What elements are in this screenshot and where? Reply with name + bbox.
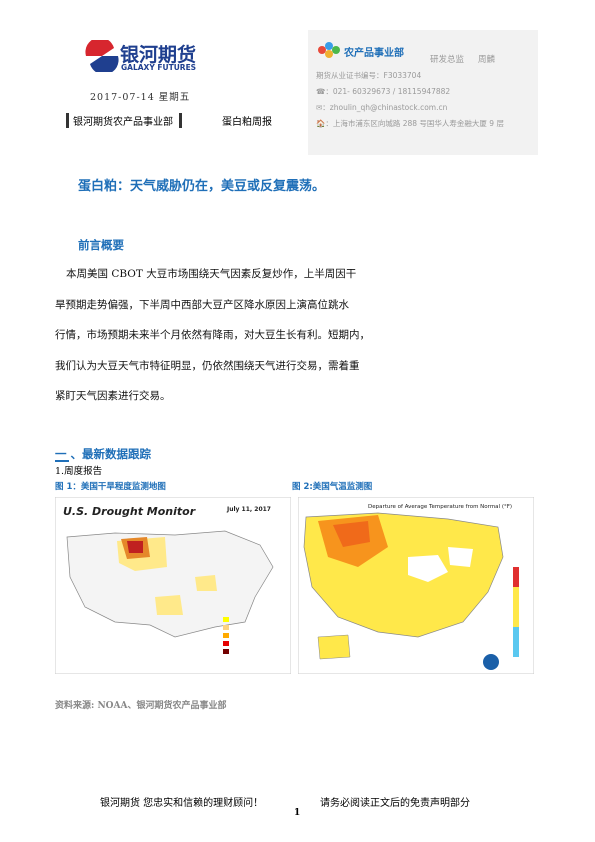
temperature-map: Departure of Average Temperature from No… [298,497,534,674]
summary-line: 行情，市场预期未来半个月依然有降雨，对大豆生长有利。短期内， [55,329,370,341]
fig1-caption: 图 1：美国干旱程度监测地图 [55,482,166,492]
license: 期货从业证书编号：F3033704 [316,71,422,80]
page-number: 1 [294,808,301,818]
role: 研发总监 [430,55,465,65]
analyst-name: 周麟 [478,55,496,65]
heading-underline [55,460,69,462]
footer-left: 银河期货 您忠实和信赖的理财顾问！ [100,798,264,809]
summary-line: 旱预期走势偏强，下半周中西部大豆产区降水原因上演高位跳水 [55,298,349,311]
section-heading: 一 、最新数据跟踪 [55,447,152,461]
map-date: July 11, 2017 [226,506,271,513]
logo-en: GALAXY FUTURES [121,63,197,72]
contact-box [308,30,538,155]
department: 银河期货农产品事业部 [66,113,182,128]
address: 🏠：上海市浦东区向城路 288 号国华人寿金融大厦 9 层 [316,119,504,128]
date: 2017-07-14 星期五 [90,92,191,103]
report-title: 蛋白粕：天气威胁仍在，美豆或反复震荡。 [78,179,326,194]
report-name: 蛋白粕周报 [222,117,272,128]
summary-line: 本周美国 CBOT 大豆市场围绕天气因素反复炒作，上半周因干 [66,268,357,280]
fig2-caption: 图 2:美国气温监测图 [292,482,373,492]
map-title: Departure of Average Temperature from No… [368,504,512,510]
summary-heading: 前言概要 [78,238,124,252]
summary-line: 我们认为大豆天气市特征明显，仍依然围绕天气进行交易，需着重 [55,359,360,372]
source: 资料来源: NOAA、银河期货农产品事业部 [55,701,227,711]
unit-logo [318,42,340,58]
logo-name: 银河期货 [120,44,197,66]
logo-icon [85,40,119,72]
unit-name: 农产品事业部 [344,48,404,59]
footer-right: 请务必阅读正文后的免责声明部分 [320,798,470,809]
sub-heading: 1.周度报告 [55,466,103,477]
map-title: U.S. Drought Monitor [63,505,196,518]
drought-map: U.S. Drought Monitor July 11, 2017 [55,497,291,674]
phone: ☎：021- 60329673 / 18115947882 [316,87,451,96]
summary-line: 紧盯天气因素进行交易。 [55,390,171,402]
email: ✉：zhoulin_qh@chinastock.com.cn [316,103,448,112]
